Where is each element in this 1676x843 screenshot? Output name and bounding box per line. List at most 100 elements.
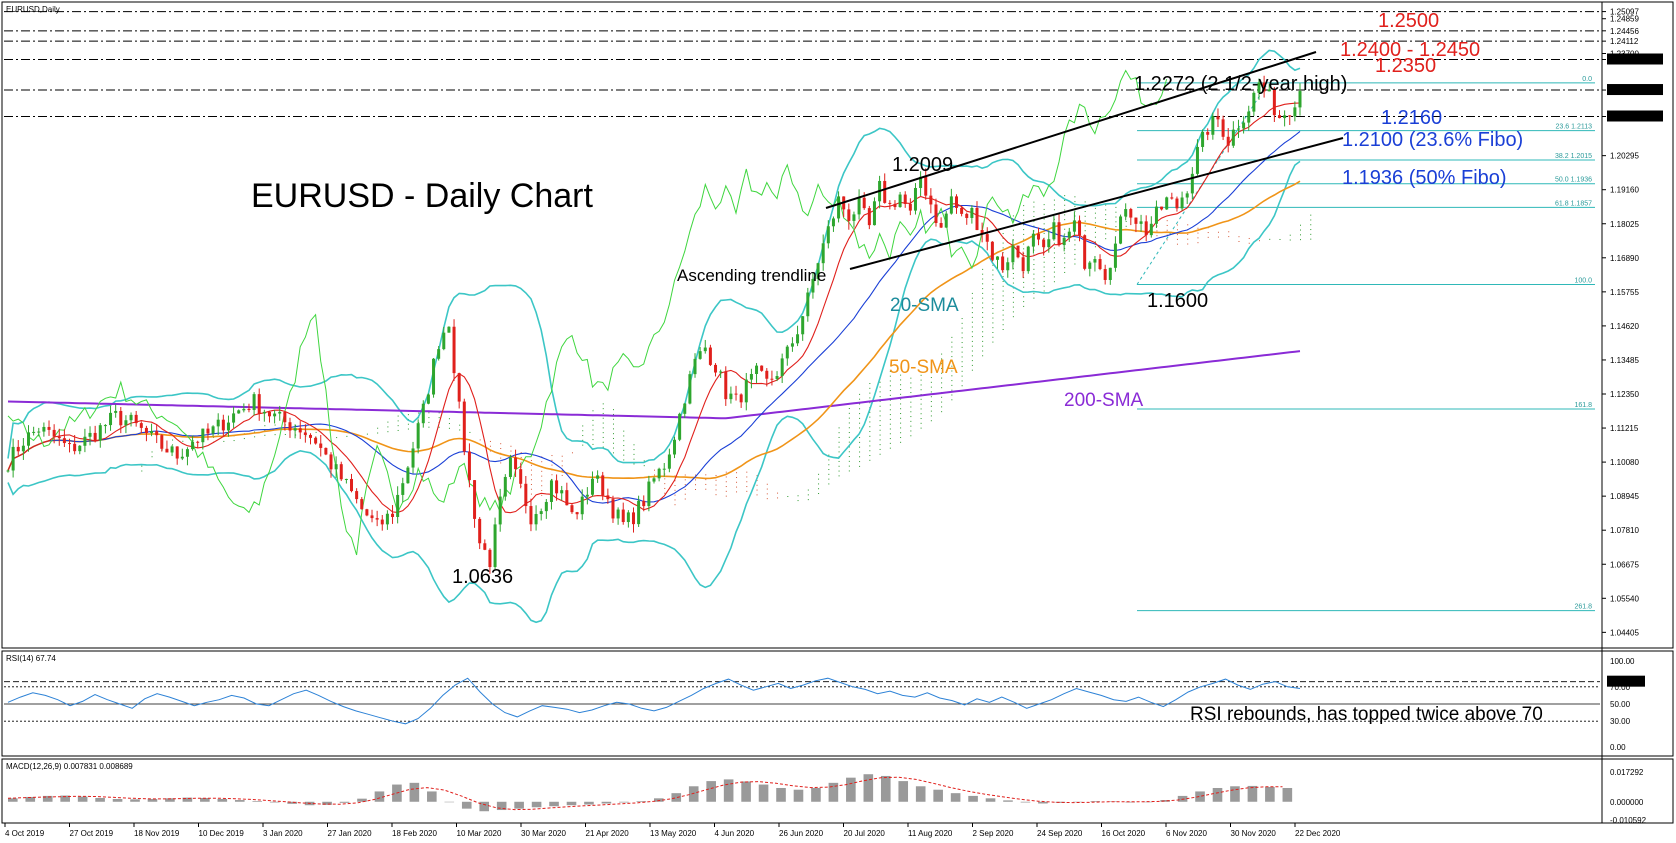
candle-body: [467, 451, 471, 481]
cloud-dot: [879, 400, 881, 402]
cloud-dot: [1012, 277, 1014, 279]
cloud-dot: [489, 450, 491, 452]
cloud-dot: [1023, 238, 1025, 240]
cloud-dot: [859, 422, 861, 424]
bollinger-bands: [7, 49, 1301, 624]
cloud-dot: [1300, 229, 1301, 231]
rsi-tick-label: 30.00: [1610, 717, 1631, 726]
cloud-dot: [725, 481, 727, 483]
macd-histogram-bar: [898, 781, 909, 802]
cloud-dot: [941, 387, 943, 389]
date-tick-label: 10 Mar 2020: [457, 829, 502, 838]
cloud-dot: [869, 426, 871, 428]
price-tick-label: 1.20295: [1610, 152, 1639, 161]
candle-body: [1283, 115, 1287, 119]
cloud-dot: [664, 492, 666, 494]
candle-body: [662, 468, 666, 470]
date-tick-label: 27 Oct 2019: [70, 829, 114, 838]
macd-histogram-bar: [968, 795, 978, 802]
macd-histogram-bar: [1282, 787, 1293, 802]
rsi-annotation: RSI rebounds, has topped twice above 70: [1190, 704, 1543, 725]
lagging-span-line: [7, 69, 1168, 556]
macd-histogram-bar: [112, 799, 123, 802]
cloud-dot: [900, 384, 902, 386]
rsi-label: RSI(14) 67.74: [6, 654, 56, 663]
date-tick-label: 22 Dec 2020: [1295, 829, 1341, 838]
candle-body: [37, 431, 41, 433]
candle-body: [524, 483, 528, 507]
cloud-dot: [346, 435, 348, 437]
macd-histogram-bar: [234, 800, 245, 802]
candle-body: [360, 499, 364, 510]
cloud-dot: [612, 413, 614, 415]
cloud-dot: [1053, 252, 1055, 254]
cloud-dot: [971, 321, 973, 323]
cloud-dot: [848, 465, 850, 467]
candle-body: [913, 187, 917, 211]
cloud-dot: [941, 377, 943, 379]
cloud-dot: [838, 441, 840, 443]
cloud-dot: [561, 470, 563, 472]
macd-signal-line: [7, 776, 1283, 811]
cloud-dot: [859, 441, 861, 443]
price-tick-label: 1.25097: [1610, 8, 1639, 17]
candle-body: [575, 512, 579, 515]
cloud-dot: [684, 493, 686, 495]
cloud-dot: [1064, 195, 1066, 197]
cloud-dot: [1053, 276, 1055, 278]
fibo-label: 50.0 1.1936: [1555, 177, 1592, 184]
candle-body: [47, 426, 51, 430]
cloud-dot: [500, 457, 502, 459]
cloud-dot: [1002, 319, 1004, 321]
cloud-dot: [930, 396, 932, 398]
cloud-dot: [592, 419, 594, 421]
cloud-dot: [438, 426, 440, 428]
cloud-dot: [838, 446, 840, 448]
price-tick-label: 1.24112: [1610, 37, 1639, 46]
cloud-dot: [151, 451, 153, 453]
cloud-dot: [838, 432, 840, 434]
price-tick-label: 1.07810: [1610, 526, 1639, 535]
annotation-1-2160: 1.2160: [1381, 107, 1442, 129]
cloud-dot: [992, 269, 994, 271]
cloud-dot: [982, 283, 984, 285]
cloud-dot: [1084, 225, 1086, 227]
candle-body: [596, 475, 600, 479]
candle-body: [355, 491, 359, 500]
cloud-dot: [900, 432, 902, 434]
cloud-dot: [1043, 256, 1045, 258]
candle-body: [852, 214, 856, 221]
cloud-dot: [869, 402, 871, 404]
cloud-dot: [1064, 252, 1066, 254]
cloud-dot: [1105, 204, 1107, 206]
cloud-dot: [910, 377, 912, 379]
candle-body: [1047, 239, 1051, 248]
macd-histogram-bar: [950, 793, 961, 802]
cloud-dot: [1176, 238, 1178, 240]
macd-histogram-bar: [200, 797, 210, 802]
date-tick-label: 18 Feb 2020: [392, 829, 437, 838]
macd-histogram-bar: [1195, 791, 1205, 802]
candle-body: [1257, 82, 1261, 93]
cloud-dot: [838, 436, 840, 438]
cloud-dot: [428, 421, 430, 423]
candle-body: [1072, 220, 1076, 232]
cloud-dot: [1043, 261, 1045, 263]
candle-body: [134, 414, 138, 424]
candle-body: [939, 223, 943, 228]
cloud-dot: [971, 316, 973, 318]
cloud-dot: [1033, 297, 1035, 299]
candle-body: [729, 393, 733, 400]
cloud-dot: [992, 331, 994, 333]
cloud-dot: [551, 474, 553, 476]
cloud-dot: [397, 429, 399, 431]
cloud-dot: [756, 484, 758, 486]
cloud-dot: [951, 356, 953, 358]
candle-body: [560, 490, 564, 494]
candle-body: [401, 483, 405, 495]
candle-body: [1247, 111, 1251, 123]
cloud-dot: [705, 474, 707, 476]
cloud-dot: [992, 274, 994, 276]
cloud-dot: [530, 469, 532, 471]
cloud-dot: [1023, 219, 1025, 221]
